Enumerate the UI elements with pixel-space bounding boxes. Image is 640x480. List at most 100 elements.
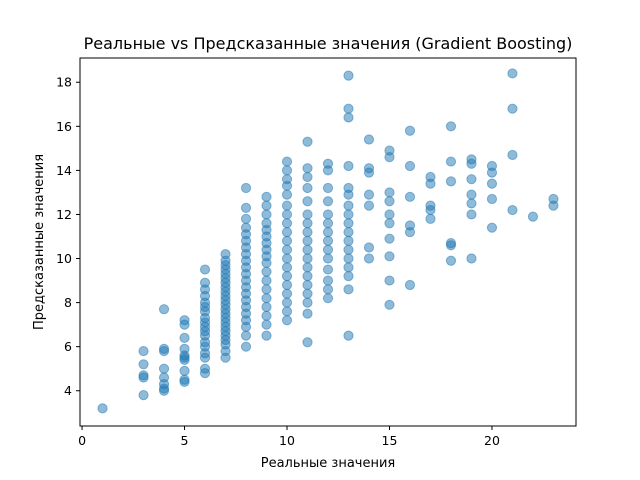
data-point <box>445 156 457 167</box>
data-point <box>527 211 539 222</box>
data-point <box>384 251 395 262</box>
data-point <box>138 370 149 381</box>
data-point <box>343 226 354 238</box>
data-point <box>158 372 170 383</box>
data-point <box>322 158 334 169</box>
y-tick-label: 8 <box>64 295 72 310</box>
data-point <box>404 220 416 231</box>
x-tick-label: 0 <box>78 433 86 448</box>
data-point <box>322 264 334 275</box>
data-point <box>322 244 334 255</box>
data-point <box>199 363 211 374</box>
data-point <box>261 330 272 341</box>
data-point <box>466 253 477 264</box>
data-point <box>384 275 395 286</box>
data-point <box>322 196 334 207</box>
data-point <box>281 218 293 229</box>
data-point <box>445 176 457 187</box>
data-point <box>281 315 293 326</box>
data-point <box>466 174 477 185</box>
data-point <box>302 163 313 174</box>
data-point <box>179 343 190 354</box>
data-point <box>384 299 395 310</box>
data-point <box>363 134 375 145</box>
data-point <box>343 284 354 295</box>
data-point <box>322 182 334 194</box>
y-tick-label: 12 <box>56 207 72 222</box>
data-point <box>158 363 170 374</box>
data-point <box>302 337 313 348</box>
x-tick-label: 5 <box>181 433 189 448</box>
data-point <box>138 390 149 401</box>
data-point <box>179 374 190 385</box>
data-point <box>240 213 252 224</box>
data-point <box>322 293 334 304</box>
data-point <box>158 304 170 315</box>
x-tick-label: 15 <box>382 433 398 448</box>
data-point <box>261 200 272 211</box>
data-point <box>261 209 272 220</box>
y-tick-label: 4 <box>64 383 72 398</box>
data-point <box>404 279 416 291</box>
data-point <box>281 262 293 273</box>
data-point <box>466 154 477 165</box>
data-point <box>281 209 293 220</box>
data-point <box>343 244 354 255</box>
data-point <box>281 271 293 282</box>
data-point <box>302 262 313 273</box>
y-tick-label: 10 <box>56 251 72 266</box>
data-point <box>240 341 252 352</box>
data-point <box>179 365 190 377</box>
data-point <box>343 103 354 114</box>
data-point <box>240 330 252 341</box>
data-point <box>384 196 395 207</box>
points-layer <box>97 68 559 414</box>
data-point <box>302 218 313 229</box>
data-point <box>281 189 293 200</box>
data-point <box>466 189 477 200</box>
data-point <box>281 279 293 291</box>
data-point <box>281 297 293 308</box>
data-point <box>445 255 457 266</box>
data-point <box>281 226 293 238</box>
data-point <box>363 163 375 174</box>
data-point <box>425 200 436 211</box>
data-point <box>261 266 272 277</box>
data-point <box>322 253 334 264</box>
data-point <box>507 204 518 216</box>
data-point <box>302 297 313 308</box>
data-point <box>343 262 354 273</box>
data-point <box>261 191 272 202</box>
data-point <box>322 284 334 295</box>
data-point <box>302 271 313 282</box>
data-point <box>404 125 416 136</box>
data-point <box>199 264 211 275</box>
data-point <box>322 235 334 246</box>
x-tick-label: 10 <box>279 433 295 448</box>
data-point <box>261 284 272 295</box>
data-point <box>302 253 313 264</box>
data-point <box>404 160 416 172</box>
data-point <box>343 70 354 81</box>
data-point <box>486 222 498 233</box>
data-point <box>425 171 436 183</box>
data-point <box>281 253 293 264</box>
data-point <box>486 160 498 172</box>
y-tick-label: 14 <box>56 163 72 178</box>
data-point <box>322 226 334 238</box>
data-point <box>425 213 436 224</box>
data-point <box>281 200 293 211</box>
data-point <box>138 359 149 370</box>
data-point <box>343 209 354 220</box>
data-point <box>97 403 108 414</box>
data-point <box>302 196 313 207</box>
data-point <box>363 253 375 264</box>
data-point <box>486 178 498 189</box>
data-point <box>507 68 518 79</box>
y-tick-label: 16 <box>56 119 72 134</box>
data-point <box>281 165 293 176</box>
data-point <box>302 235 313 246</box>
data-point <box>486 193 498 205</box>
